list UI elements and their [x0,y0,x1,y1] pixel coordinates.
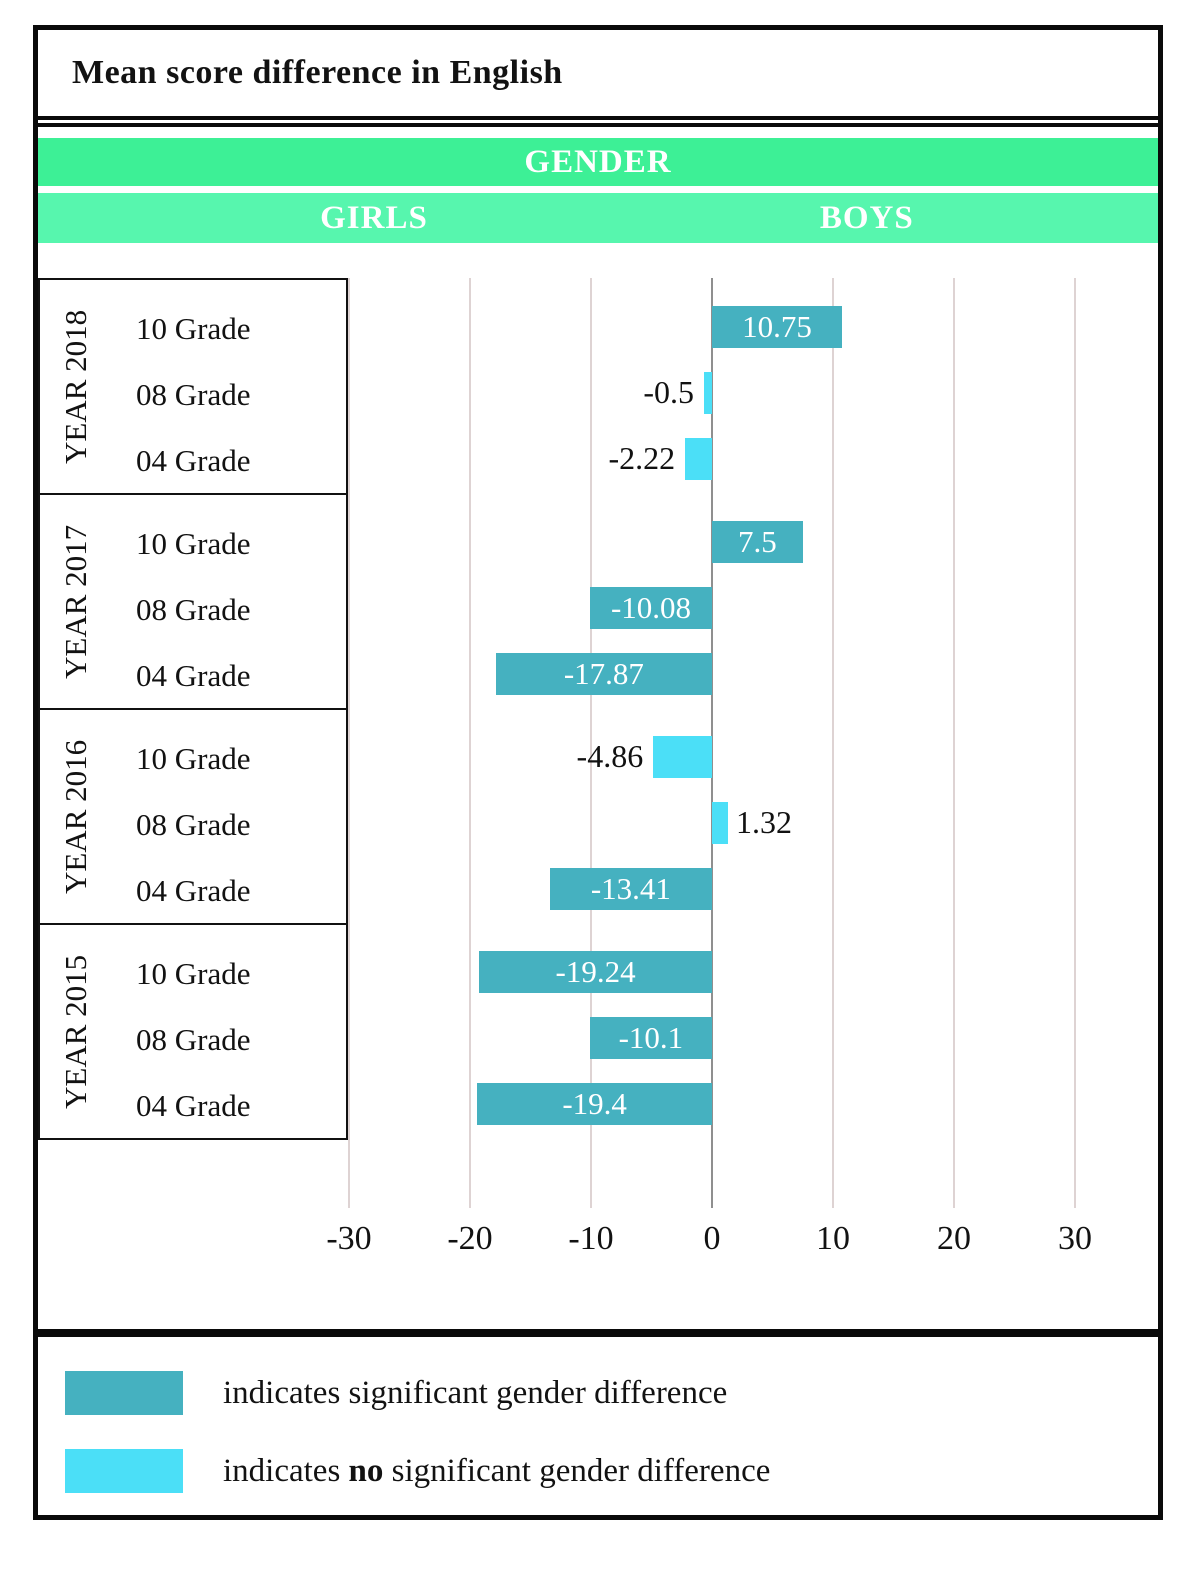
bar-significant: 7.5 [712,521,803,563]
grade-label: 10 Grade [136,956,251,991]
axis-tick-label: -30 [326,1220,372,1257]
girls-header-label: GIRLS [320,200,428,236]
boys-header-label: BOYS [819,200,914,236]
axis-tick-label: 0 [703,1220,721,1257]
axis-tick-label: 20 [937,1220,971,1257]
grade-label: 08 Grade [136,1022,251,1057]
axis-tick-label: -20 [447,1220,493,1257]
zero-gridline [711,278,713,1208]
bar-not-significant [704,372,712,414]
legend-item-text: indicates no significant gender differen… [223,1452,771,1489]
bar-value-label: -10.08 [610,590,692,625]
gender-header-label: GENDER [524,144,672,180]
grade-label: 04 Grade [136,443,251,478]
significant-swatch [65,1371,183,1415]
gridline [1074,278,1076,1208]
bar-not-significant [685,438,712,480]
bar-value-label: -19.4 [562,1086,627,1121]
bar-value-label: -4.86 [576,738,644,774]
year-group-box: YEAR 2016 10 Grade 08 Grade 04 Grade [38,708,348,925]
bar-significant: 10.75 [712,306,843,348]
bar-significant: -17.87 [495,653,712,695]
grade-label: 10 Grade [136,311,251,346]
bar-significant: -19.24 [479,951,712,993]
gridline [348,278,350,1208]
bar-significant: -10.08 [590,587,712,629]
plot-area: -30 -20 -10 0 10 20 30 YEAR 2018 10 Grade 08 Grad… [38,278,1158,1318]
grade-label: 10 Grade [136,741,251,776]
bar-value-label: -19.24 [555,954,636,989]
gridline [953,278,955,1208]
legend-item: indicates significant gender difference [65,1371,727,1415]
legend-section: indicates significant gender difference i… [38,1329,1158,1515]
bar-not-significant [653,736,712,778]
bar-value-label: -17.87 [563,656,644,691]
year-label: YEAR 2017 [58,524,93,679]
grade-label: 04 Grade [136,658,251,693]
year-label: YEAR 2018 [58,309,93,464]
girls-boys-band: GIRLS BOYS [38,193,1158,243]
bar-value-label: -2.22 [608,440,676,476]
axis-tick-label: -10 [568,1220,614,1257]
bar-value-label: 10.75 [742,309,812,344]
legend-item: indicates no significant gender differen… [65,1449,770,1493]
bar-value-label: 1.32 [735,804,792,840]
year-group-box: YEAR 2018 10 Grade 08 Grade 04 Grade [38,278,348,495]
grade-label: 10 Grade [136,526,251,561]
bar-significant: -10.1 [589,1017,712,1059]
bar-significant: -19.4 [477,1083,712,1125]
bar-value-label: 7.5 [738,524,777,559]
grade-label: 08 Grade [136,592,251,627]
gridline [590,278,592,1208]
axis-tick-label: 30 [1058,1220,1092,1257]
grade-label: 08 Grade [136,377,251,412]
grade-label: 08 Grade [136,807,251,842]
year-label: YEAR 2016 [58,739,93,894]
grade-label: 04 Grade [136,1088,251,1123]
gridline [469,278,471,1208]
axis-tick-label: 10 [816,1220,850,1257]
year-label: YEAR 2015 [58,954,93,1109]
figure-frame: Mean score difference in English GENDER … [33,25,1163,1520]
bar-value-label: -13.41 [590,871,671,906]
not-significant-swatch [65,1449,183,1493]
gridline [832,278,834,1208]
grade-label: 04 Grade [136,873,251,908]
bar-value-label: -10.1 [618,1020,684,1055]
legend-item-text: indicates significant gender difference [223,1374,728,1411]
bar-significant: -13.41 [549,868,712,910]
year-group-box: YEAR 2017 10 Grade 08 Grade 04 Grade [38,493,348,710]
chart-title: Mean score difference in English [72,54,563,91]
gender-header-band: GENDER [38,138,1158,186]
chart-section: GENDER GIRLS BOYS -30 -20 -10 0 10 20 30 YEAR 2… [38,138,1158,1329]
bar-not-significant [712,802,728,844]
year-group-box: YEAR 2015 10 Grade 08 Grade 04 Grade [38,923,348,1140]
title-section: Mean score difference in English [38,30,1158,127]
bar-value-label: -0.5 [643,374,694,410]
